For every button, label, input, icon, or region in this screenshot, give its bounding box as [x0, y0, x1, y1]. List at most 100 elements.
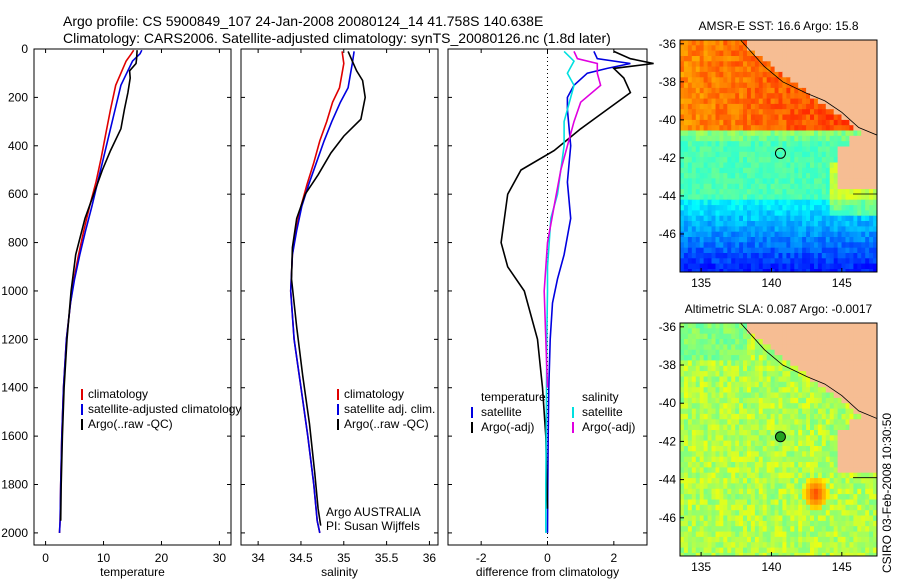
map-cell	[869, 178, 874, 185]
map-cell	[857, 456, 862, 463]
map-cell	[782, 98, 787, 105]
map-cell	[723, 462, 728, 468]
map-cell	[861, 542, 866, 549]
map-cell	[802, 93, 807, 100]
map-cell	[798, 183, 803, 190]
map-cell	[731, 494, 736, 500]
map-cell	[849, 263, 854, 270]
map-cell	[853, 483, 858, 490]
map-cell	[719, 237, 724, 243]
map-cell	[790, 467, 795, 474]
map-cell	[766, 194, 772, 201]
map-cell	[774, 381, 780, 388]
map-cell	[723, 392, 728, 399]
map-cell	[873, 462, 877, 468]
map-cell	[703, 141, 709, 148]
map-cell	[699, 483, 705, 490]
map-cell	[747, 397, 752, 404]
map-cell	[861, 199, 866, 206]
map-cell	[750, 82, 756, 89]
map-cell	[849, 269, 854, 272]
map-cell	[687, 125, 693, 132]
map-cell	[802, 87, 807, 94]
map-cell	[837, 269, 843, 272]
map-cell	[853, 87, 858, 94]
map-cell	[806, 210, 811, 217]
map-cell	[814, 157, 819, 163]
map-cell	[857, 349, 862, 356]
map-cell	[754, 515, 760, 522]
map-cell	[691, 419, 697, 426]
map-cell	[735, 258, 740, 265]
map-cell	[731, 520, 736, 527]
map-cell	[845, 504, 850, 511]
map-cell	[719, 536, 724, 543]
map-cell	[786, 376, 791, 383]
map-cell	[762, 151, 768, 158]
map-cell	[857, 157, 862, 163]
map-cell	[758, 419, 764, 426]
map-cell	[766, 419, 772, 426]
map-cell	[869, 269, 874, 272]
map-cell	[794, 194, 799, 201]
map-cell	[747, 199, 752, 206]
map-cell	[739, 531, 744, 538]
map-cell	[691, 531, 697, 538]
map-cell	[821, 323, 827, 329]
map-cell	[723, 93, 728, 100]
map-cell	[829, 125, 835, 132]
map-cell	[861, 151, 866, 158]
map-cell	[810, 478, 815, 484]
map-cell	[739, 226, 744, 233]
map-cell	[707, 162, 713, 169]
map-cell	[683, 269, 689, 272]
map-cell	[719, 242, 724, 249]
map-cell	[829, 531, 835, 538]
map-cell	[707, 408, 713, 415]
map-cell	[865, 173, 870, 179]
map-cell	[778, 440, 783, 447]
map-cell	[723, 269, 728, 272]
map-cell	[790, 547, 795, 554]
map-cell	[829, 494, 835, 500]
map-cell	[794, 526, 799, 533]
map-cell	[853, 167, 858, 174]
map-cell	[731, 451, 736, 458]
map-cell	[873, 61, 877, 68]
map-cell	[770, 87, 776, 94]
map-cell	[794, 253, 799, 259]
map-cell	[711, 387, 716, 394]
map-cell	[794, 45, 799, 52]
map-cell	[758, 478, 764, 484]
map-cell	[861, 547, 866, 554]
map-cell	[719, 323, 724, 329]
map-cell	[833, 472, 839, 479]
map-cell	[680, 499, 685, 506]
map-cell	[750, 392, 756, 399]
map-cell	[766, 237, 772, 243]
legend-label: satellite	[582, 405, 623, 419]
map-cell	[869, 403, 874, 410]
map-cell	[790, 323, 795, 329]
map-cell	[865, 61, 870, 68]
map-cell	[770, 40, 776, 46]
map-cell	[754, 526, 760, 533]
map-cell	[802, 371, 807, 377]
map-cell	[837, 119, 843, 126]
map-cell	[680, 430, 685, 436]
map-cell	[715, 403, 720, 410]
map-cell	[873, 71, 877, 78]
map-cell	[873, 435, 877, 442]
map-cell	[762, 520, 768, 527]
map-cell	[782, 392, 787, 399]
map-cell	[766, 339, 772, 345]
map-cell	[798, 392, 803, 399]
map-cell	[817, 387, 823, 394]
map-cell	[853, 242, 858, 249]
map-cell	[853, 119, 858, 126]
map-cell	[865, 467, 870, 474]
map-cell	[782, 242, 787, 249]
map-cell	[814, 103, 819, 110]
map-cell	[680, 82, 685, 89]
map-cell	[806, 183, 811, 190]
